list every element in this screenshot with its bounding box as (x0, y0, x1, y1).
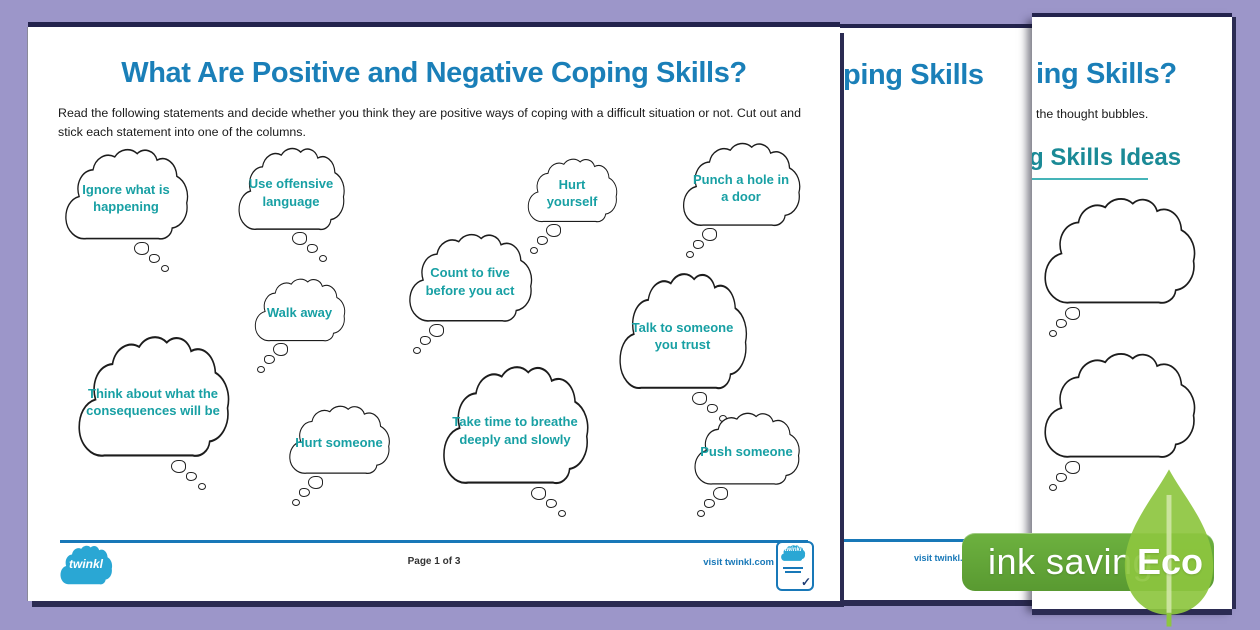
footer-divider (843, 539, 1033, 542)
thought-tail-icon (171, 460, 211, 494)
bubble-text: Think about what the consequences will b… (86, 385, 220, 419)
thought-bubble: Think about what the consequences will b… (72, 335, 234, 491)
bubble-text: Hurt someone (295, 435, 383, 451)
thought-bubble: Hurt someone (285, 405, 393, 506)
thought-bubble: Talk to someone you trust (614, 272, 751, 423)
thought-bubble: Hurt yourself (524, 158, 620, 254)
badge-logo-text: twinkl (784, 547, 802, 553)
cloud-outline-icon (1044, 198, 1196, 304)
eco-label: Eco (1136, 541, 1204, 582)
twinkl-quality-badge: twinkl (776, 541, 814, 591)
page3-title-fragment: ing Skills? (1036, 58, 1177, 90)
twinkl-logo: twinkl (58, 545, 114, 587)
thought-bubble: Punch a hole in a door (678, 142, 804, 259)
thought-bubble: Push someone (690, 412, 803, 517)
thought-tail-icon (697, 486, 739, 521)
thought-tail-icon (412, 324, 455, 358)
bubble-text: Punch a hole in a door (692, 171, 790, 205)
empty-thought-bubble (1038, 352, 1200, 491)
thought-tail-icon (133, 242, 174, 276)
thought-tail-icon (529, 223, 572, 258)
worksheet-page-2: ping Skills visit twinkl.com (838, 28, 1038, 600)
thought-tail-icon (291, 475, 334, 510)
badge-caption-line (785, 571, 801, 573)
thought-tail-icon (292, 232, 332, 266)
bubble-text: Push someone (700, 444, 793, 460)
thought-tail-icon (1048, 460, 1091, 495)
page-number: Page 1 of 3 (407, 556, 461, 567)
thought-tail-icon (1048, 306, 1091, 341)
page2-title-fragment: ping Skills (843, 59, 984, 91)
thought-bubble: Use offensive language (234, 147, 348, 263)
footer-divider (60, 540, 808, 543)
cloud-outline-icon (1044, 352, 1196, 458)
worksheet-page-1: What Are Positive and Negative Coping Sk… (28, 27, 840, 601)
thought-bubble: Count to five before you act (404, 233, 536, 355)
thought-tail-icon (531, 487, 571, 521)
thought-bubble: Walk away (251, 278, 348, 373)
visit-twinkl-link[interactable]: visit twinkl.com (914, 553, 982, 563)
bubble-text: Ignore what is happening (82, 181, 170, 215)
page3-instructions-fragment: the thought bubbles. (1036, 107, 1149, 121)
badge-caption-line (783, 567, 803, 569)
eco-leaf-icon (1115, 466, 1223, 628)
thought-bubble: Take time to breathe deeply and slowly (437, 365, 593, 518)
page3-heading-fragment: g Skills Ideas (1032, 144, 1182, 171)
bubble-text: Take time to breathe deeply and slowly (452, 413, 578, 447)
checkmark-icon (801, 575, 811, 589)
thought-tail-icon (256, 342, 299, 377)
page-title: What Are Positive and Negative Coping Sk… (121, 57, 747, 89)
bubble-text: Hurt yourself (546, 176, 598, 210)
twinkl-logo-text: twinkl (68, 557, 103, 571)
thought-tail-icon (686, 228, 728, 262)
bubble-text: Count to five before you act (425, 265, 515, 298)
worksheet-page-3: ing Skills? the thought bubbles. g Skill… (1032, 17, 1232, 609)
heading-underline (1032, 178, 1148, 180)
bubble-text: Walk away (266, 305, 333, 321)
instructions-text: Read the following statements and decide… (58, 106, 801, 139)
bubble-text: Talk to someone you trust (631, 319, 734, 353)
thought-bubble: Ignore what is happening (60, 148, 192, 273)
visit-twinkl-link[interactable]: visit twinkl.com (703, 557, 774, 568)
empty-thought-bubble (1038, 197, 1200, 337)
bubble-text: Use offensive language (248, 176, 334, 209)
